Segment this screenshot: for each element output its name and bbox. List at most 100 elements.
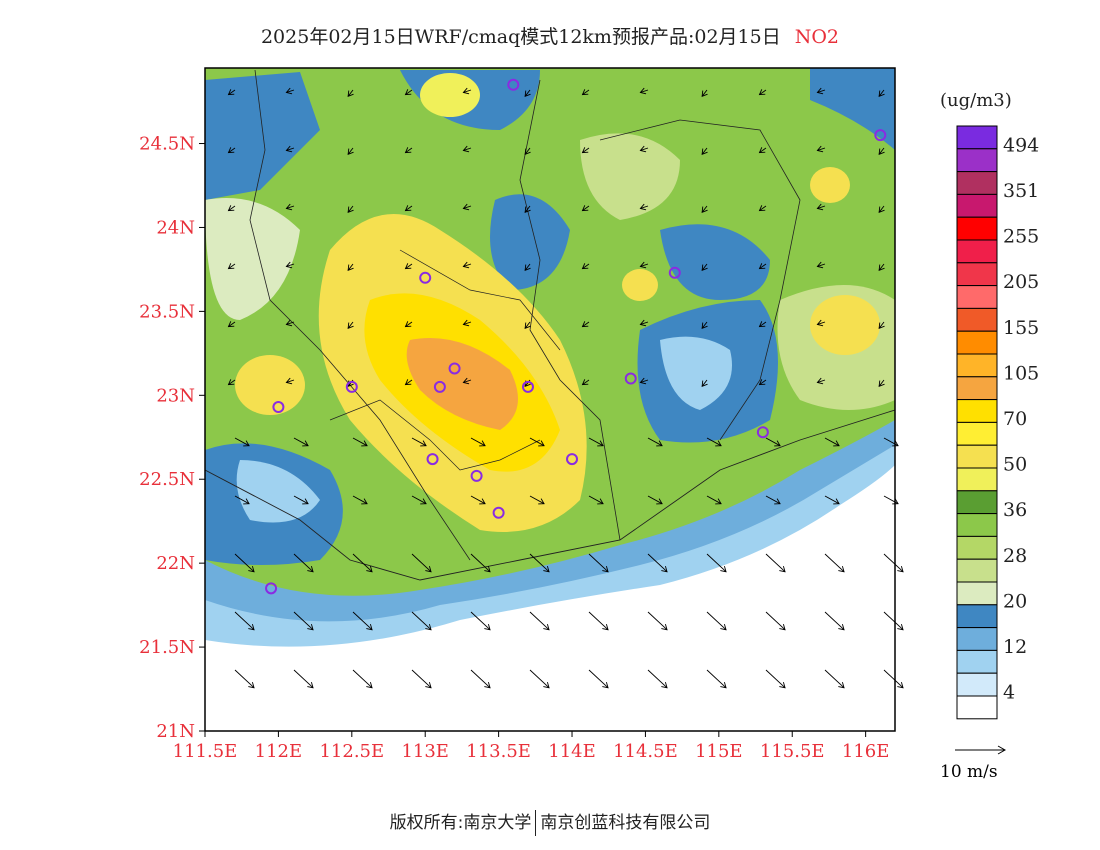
wind-arrow [701, 147, 708, 156]
wind-arrow [234, 553, 255, 573]
wind-arrow [462, 377, 472, 385]
legend-label: 155 [1003, 317, 1039, 339]
lon-tick-label: 115E [695, 741, 743, 762]
wind-arrow [529, 669, 550, 689]
wind-arrow [347, 263, 354, 272]
legend-swatch [956, 125, 998, 150]
lon-tick-label: 115.5E [760, 741, 825, 762]
wind-arrow [824, 669, 845, 689]
wind-scale-label: 10 m/s [940, 762, 998, 782]
legend-swatch [956, 353, 998, 378]
legend-swatch [956, 558, 998, 583]
legend-label: 70 [1003, 408, 1027, 430]
lat-tick-label: 22.5N [139, 469, 195, 490]
wind-arrow [878, 379, 885, 388]
legend-swatch [956, 330, 998, 355]
wind-arrow [765, 553, 786, 573]
blob-ne [810, 167, 850, 203]
wind-arrow [765, 495, 781, 505]
wind-arrow [293, 553, 314, 573]
wind-arrow [285, 261, 295, 269]
legend-label: 105 [1003, 362, 1039, 384]
wind-arrow [758, 89, 767, 96]
legend-swatch [956, 216, 998, 241]
wind-arrow [352, 669, 373, 689]
legend-label: 351 [1003, 180, 1039, 202]
station-marker [521, 380, 534, 393]
wind-arrow [234, 669, 255, 689]
footer-right: 南京创蓝科技有限公司 [540, 813, 711, 833]
station-marker [756, 426, 769, 439]
wind-arrow [647, 437, 663, 447]
boundary-3 [599, 119, 801, 441]
wind-vectors [227, 87, 904, 689]
legend-swatch [956, 376, 998, 401]
station-marker [624, 372, 637, 385]
legend-swatch [956, 171, 998, 195]
station-marker [470, 469, 483, 482]
lat-tick-label: 24N [156, 217, 195, 238]
wind-arrow [765, 437, 781, 447]
station-marker [492, 506, 505, 519]
wind-arrow [234, 495, 250, 505]
wind-arrow [411, 611, 432, 631]
wind-arrow [404, 147, 413, 154]
wind-arrow [758, 205, 767, 212]
wind-arrow [878, 89, 885, 98]
wind-arrow [883, 669, 904, 689]
station-marker [433, 380, 446, 393]
wind-arrow [470, 437, 486, 447]
wind-arrow [285, 377, 295, 385]
wind-arrow [411, 437, 427, 447]
wind-arrow [293, 437, 309, 447]
wind-scale-arrow [955, 745, 1007, 755]
lon-tick-label: 116E [842, 741, 890, 762]
legend-label: 50 [1003, 454, 1027, 476]
wind-arrow [227, 321, 236, 328]
wind-arrow [524, 147, 531, 156]
wind-arrow [581, 379, 590, 386]
belt-w [205, 198, 300, 320]
wind-arrow [462, 87, 472, 95]
low-area-nw [205, 72, 320, 200]
lon-tick-label: 112.5E [319, 741, 384, 762]
wind-arrow [758, 321, 767, 328]
legend-swatch [956, 421, 998, 446]
wind-arrow [816, 87, 826, 95]
lat-tick-label: 23N [156, 385, 195, 406]
wind-arrow [816, 377, 826, 385]
wind-arrow [285, 319, 295, 327]
wind-arrow [529, 611, 550, 631]
legend-label: 255 [1003, 226, 1039, 248]
wind-arrow [404, 89, 413, 96]
wind-arrow [765, 611, 786, 631]
wind-arrow [878, 321, 885, 330]
wind-arrow [227, 147, 236, 154]
boundary-2 [519, 79, 621, 541]
wind-arrow [470, 553, 491, 573]
wind-arrow [701, 263, 708, 272]
wind-arrow [824, 611, 845, 631]
station-marker [265, 582, 278, 595]
station-marker [345, 380, 358, 393]
wind-arrow [347, 321, 354, 330]
stations [265, 78, 887, 595]
wind-arrow [529, 553, 550, 573]
station-marker [874, 129, 887, 142]
lat-tick-label: 24.5N [139, 134, 195, 155]
footer: 版权所有:南京大学 南京创蓝科技有限公司 [0, 808, 1100, 836]
blob-east [810, 295, 880, 355]
boundary-5 [329, 399, 541, 471]
lat-tick-label: 21N [156, 721, 195, 742]
low-area-north [490, 194, 570, 290]
wind-arrow [529, 495, 545, 505]
legend-label: 12 [1003, 636, 1027, 658]
wind-arrow [765, 669, 786, 689]
wind-arrow [524, 205, 531, 214]
wind-arrow [758, 379, 767, 386]
lat-tick-label: 22N [156, 553, 195, 574]
wind-arrow [581, 205, 590, 212]
wind-arrow [706, 553, 727, 573]
legend-swatch [956, 513, 998, 537]
lat-tick-label: 23.5N [139, 301, 195, 322]
